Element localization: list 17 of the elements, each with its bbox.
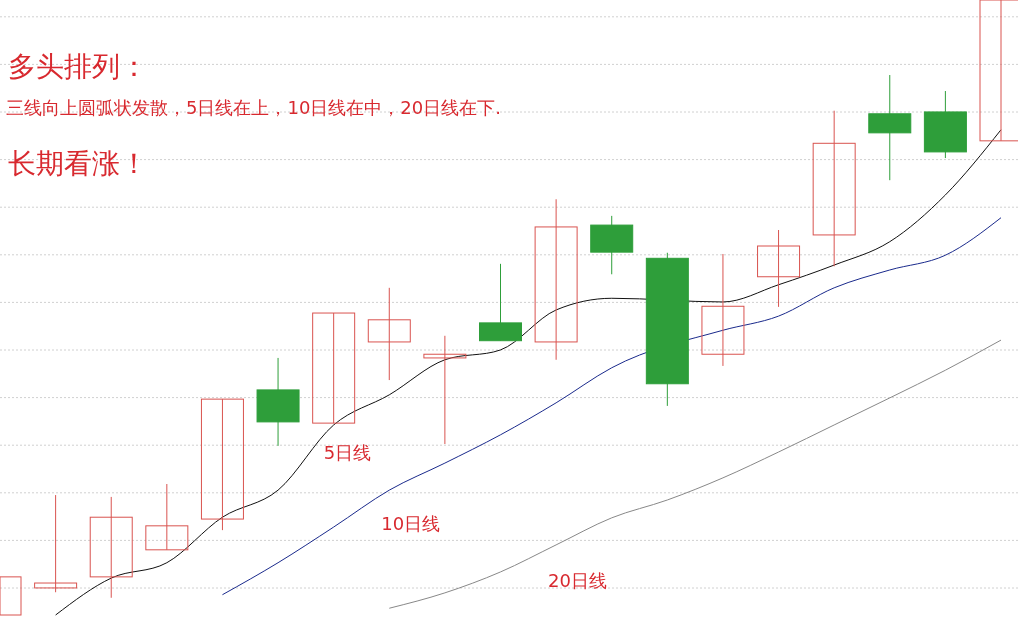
candlestick xyxy=(534,198,578,361)
candlestick xyxy=(701,253,745,367)
candlestick xyxy=(312,312,356,424)
candlestick xyxy=(89,496,133,599)
candlestick xyxy=(145,483,189,551)
text: 多头排列： xyxy=(8,50,148,83)
annotation: 长期看涨！ xyxy=(8,147,148,180)
series-label: 20日线 xyxy=(548,569,608,591)
candlestick xyxy=(757,229,801,308)
candlestick xyxy=(423,335,467,445)
candlestick xyxy=(367,287,411,381)
candlestick xyxy=(812,110,856,267)
series-label: 5日线 xyxy=(323,441,372,463)
text: 三线向上圆弧状发散，5日线在上，10日线在中，20日线在下. xyxy=(6,97,501,118)
series-label: 10日线 xyxy=(381,513,441,535)
candlestick xyxy=(34,494,78,593)
candlestick xyxy=(200,398,244,531)
